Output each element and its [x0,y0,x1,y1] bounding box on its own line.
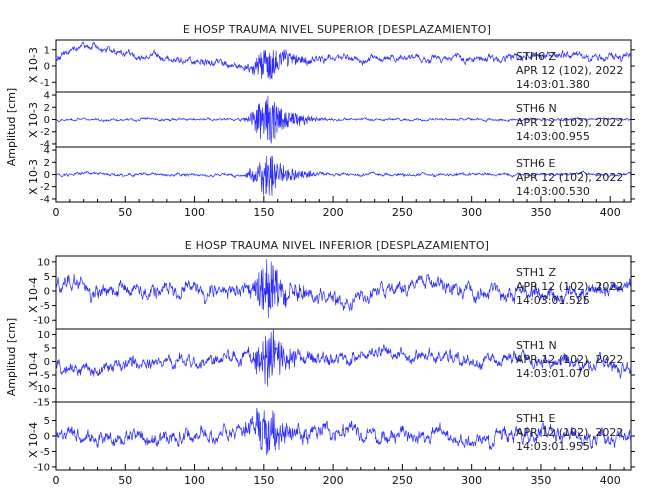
y-tick-label: 0 [44,287,50,298]
station-time: 14:03:01.525 [516,294,590,307]
y-tick-label: 0 [44,62,50,73]
station-name: STH1 E [516,412,555,425]
upper-level-chart: E HOSP TRAUMA NIVEL SUPERIOR [DESPLAZAMI… [5,23,635,219]
x-tick-label: 0 [53,206,60,219]
station-name: STH6 Z [516,50,556,63]
waveform-trace [55,155,632,196]
y-scale-label: X 10-3 [27,47,40,83]
station-date: APR 12 (102), 2022 [516,353,623,366]
station-time: 14:03:00.955 [516,130,590,143]
y-tick-label: 0 [44,170,50,181]
x-tick-label: 100 [184,206,205,219]
y-tick-label: -10 [34,384,50,395]
y-tick-label: 10 [37,330,50,341]
x-tick-label: 50 [118,206,132,219]
x-tick-label: 50 [118,474,132,487]
y-tick-label: 0 [44,432,50,443]
waveform-trace [55,259,632,318]
y-scale-label: X 10-4 [27,277,40,313]
y-tick-label: 5 [44,343,50,354]
x-tick-label: 0 [53,474,60,487]
x-tick-label: 250 [392,474,413,487]
y-tick-label: 4 [44,146,50,157]
y-scale-label: X 10-4 [27,352,40,388]
lower-level-chart: E HOSP TRAUMA NIVEL INFERIOR [DESPLAZAMI… [5,239,635,487]
station-name: STH6 E [516,157,555,170]
y-tick-label: 4 [44,91,50,102]
y-tick-label: 5 [44,272,50,283]
x-tick-label: 250 [392,206,413,219]
y-tick-label: -15 [34,398,50,409]
x-tick-label: 150 [253,206,274,219]
y-tick-label: 0 [44,115,50,126]
y-tick-label: -5 [40,370,50,381]
x-tick-label: 350 [530,474,551,487]
x-tick-label: 150 [253,474,274,487]
y-axis-label-lower: Amplitud [cm] [5,318,18,396]
station-name: STH6 N [516,102,557,115]
y-tick-label: 1 [44,45,50,56]
waveform-trace [55,95,631,144]
station-name: STH1 Z [516,266,556,279]
station-date: APR 12 (102), 2022 [516,64,623,77]
station-time: 14:03:01.380 [516,78,590,91]
y-tick-label: 2 [44,103,50,114]
x-axis-upper: 0 50 100 150 200 250 300 350 400 [53,196,625,219]
y-tick-label: -4 [40,139,50,150]
x-tick-label: 300 [461,474,482,487]
y-tick-label: -5 [40,301,50,312]
y-tick-label: 10 [37,257,50,268]
x-tick-label: 400 [600,474,621,487]
station-date: APR 12 (102), 2022 [516,171,623,184]
station-date: APR 12 (102), 2022 [516,280,623,293]
x-tick-label: 350 [530,206,551,219]
station-time: 14:03:00.530 [516,185,590,198]
y-tick-label: 2 [44,158,50,169]
station-name: STH1 N [516,339,557,352]
x-axis-lower: 0 50 100 150 200 250 300 350 400 [53,464,625,487]
station-date: APR 12 (102), 2022 [516,426,623,439]
y-scale-label: X 10-3 [27,159,40,195]
station-time: 14:03:01.955 [516,440,590,453]
waveform-trace [55,328,632,387]
y-tick-label: -2 [40,182,50,193]
y-tick-label: -10 [34,316,50,327]
waveform-trace [55,41,632,80]
station-date: APR 12 (102), 2022 [516,116,623,129]
x-tick-label: 400 [600,206,621,219]
y-tick-label: -4 [40,194,50,205]
chart-title-lower: E HOSP TRAUMA NIVEL INFERIOR [DESPLAZAMI… [185,239,489,252]
y-tick-label: 5 [44,416,50,427]
x-tick-label: 300 [461,206,482,219]
y-scale-label: X 10-4 [27,422,40,458]
y-tick-label: -10 [34,462,50,473]
y-tick-label: -2 [40,127,50,138]
waveform-trace [55,407,632,456]
y-axis-label-upper: Amplitud [cm] [5,88,18,166]
x-tick-label: 200 [323,206,344,219]
y-tick-label: 0 [44,357,50,368]
y-tick-label: -1 [40,78,50,89]
y-scale-label: X 10-3 [27,102,40,138]
y-tick-label: -5 [40,447,50,458]
station-time: 14:03:01.070 [516,367,590,380]
chart-title-upper: E HOSP TRAUMA NIVEL SUPERIOR [DESPLAZAMI… [183,23,491,36]
x-tick-label: 100 [184,474,205,487]
x-tick-label: 200 [323,474,344,487]
